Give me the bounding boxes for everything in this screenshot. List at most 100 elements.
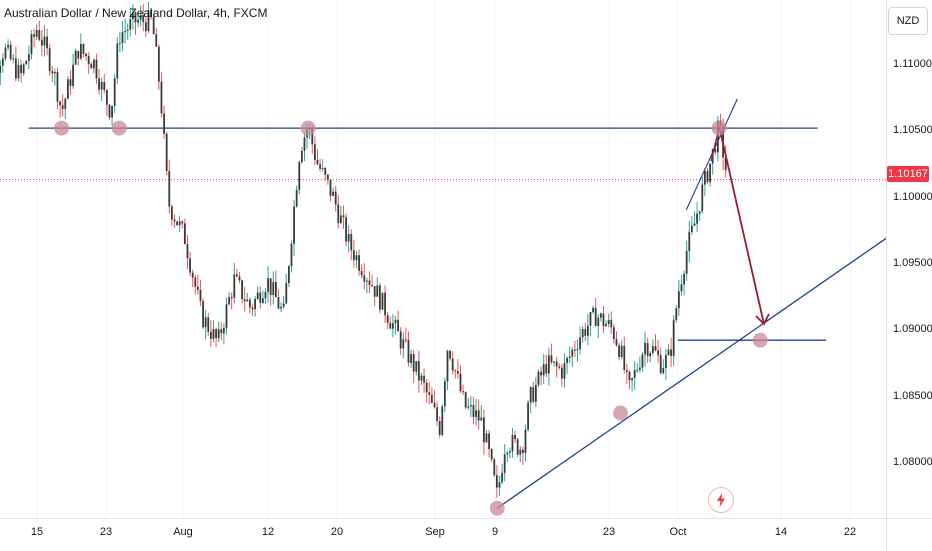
touch-marker[interactable]	[489, 500, 505, 516]
candle-body	[454, 370, 457, 372]
candle-body	[38, 30, 41, 40]
candle-body	[199, 290, 202, 301]
candles	[0, 1, 727, 498]
candle-body	[371, 285, 373, 287]
candle-body	[428, 392, 431, 395]
touch-marker[interactable]	[54, 120, 70, 136]
candle-body	[524, 429, 527, 454]
candle-body	[443, 381, 446, 407]
candle-body	[152, 17, 155, 35]
candle-body	[407, 339, 410, 363]
touch-marker[interactable]	[752, 332, 768, 348]
candle-body	[373, 286, 376, 297]
candle-body	[264, 291, 267, 299]
candle-body	[111, 105, 113, 118]
candle-body	[134, 12, 137, 23]
price-axis[interactable]	[886, 0, 932, 518]
candle-body	[30, 34, 33, 55]
price-tick: 1.09500	[893, 257, 932, 269]
candle-body	[659, 355, 662, 374]
candle-body	[339, 215, 342, 224]
candle-body	[280, 306, 282, 309]
time-tick: Aug	[173, 526, 193, 538]
time-axis[interactable]	[0, 518, 886, 551]
candle-body	[274, 282, 277, 298]
candle-body	[680, 284, 683, 292]
candle-body	[607, 319, 610, 325]
touch-marker[interactable]	[300, 120, 316, 136]
candle-body	[126, 29, 129, 31]
candle-body	[433, 402, 436, 408]
candle-body	[194, 277, 197, 287]
candle-body	[644, 342, 646, 355]
candle-body	[1, 58, 4, 66]
candle-body	[142, 15, 145, 23]
candle-body	[147, 10, 150, 32]
candle-body	[43, 36, 46, 46]
flash-icon	[717, 493, 725, 507]
candle-body	[235, 274, 238, 277]
candle-body	[599, 313, 602, 318]
candle-body	[342, 215, 345, 218]
candle-body	[685, 250, 688, 274]
candle-body	[77, 50, 80, 59]
projection-arrow[interactable]	[718, 125, 765, 325]
candle-body	[131, 12, 134, 20]
touch-marker[interactable]	[711, 120, 727, 136]
candle-body	[529, 387, 532, 403]
candle-body	[261, 298, 264, 303]
candle-body	[672, 319, 675, 357]
rising-trendline[interactable]	[496, 237, 886, 509]
candle-body	[438, 421, 441, 435]
candle-body	[384, 292, 386, 316]
candle-body	[394, 319, 397, 324]
candle-body	[724, 157, 727, 171]
candle-body	[352, 250, 355, 261]
currency-button[interactable]: NZD	[888, 7, 928, 35]
candle-body	[605, 324, 607, 327]
flash-badge[interactable]	[708, 487, 734, 513]
candle-body	[90, 64, 93, 69]
candle-body	[464, 391, 467, 408]
candle-body	[542, 364, 545, 376]
candle-body	[92, 59, 95, 69]
candle-body	[329, 179, 332, 196]
candle-body	[402, 339, 405, 349]
candle-body	[472, 405, 475, 418]
time-tick: 14	[774, 526, 788, 538]
touch-marker[interactable]	[612, 405, 628, 421]
candle-body	[121, 32, 124, 43]
candle-body	[324, 168, 327, 175]
candle-body	[176, 221, 178, 226]
candle-body	[251, 307, 254, 310]
candle-body	[189, 258, 191, 273]
candle-body	[651, 346, 654, 353]
candle-body	[173, 219, 176, 222]
candle-body	[7, 44, 9, 48]
candle-body	[186, 244, 189, 259]
candle-body	[170, 206, 173, 220]
candle-body	[690, 225, 693, 232]
candle-body	[74, 50, 77, 65]
candle-body	[586, 325, 589, 336]
candle-body	[40, 39, 43, 46]
price-chart[interactable]	[0, 0, 886, 518]
candle-body	[160, 81, 163, 114]
candle-body	[625, 369, 628, 372]
candle-body	[311, 128, 314, 145]
wedge-upper-line[interactable]	[685, 98, 738, 211]
candle-body	[355, 255, 358, 261]
candle-body	[420, 375, 423, 381]
candle-body	[566, 357, 568, 364]
candle-body	[215, 329, 217, 339]
candle-body	[191, 272, 194, 278]
candle-body	[441, 406, 444, 435]
candle-body	[503, 454, 506, 473]
candle-body	[233, 274, 236, 298]
candle-body	[59, 101, 61, 106]
candle-body	[56, 72, 59, 102]
candle-body	[594, 307, 597, 327]
drawings[interactable]	[0, 98, 886, 516]
touch-marker[interactable]	[111, 120, 127, 136]
candle-body	[399, 331, 402, 349]
